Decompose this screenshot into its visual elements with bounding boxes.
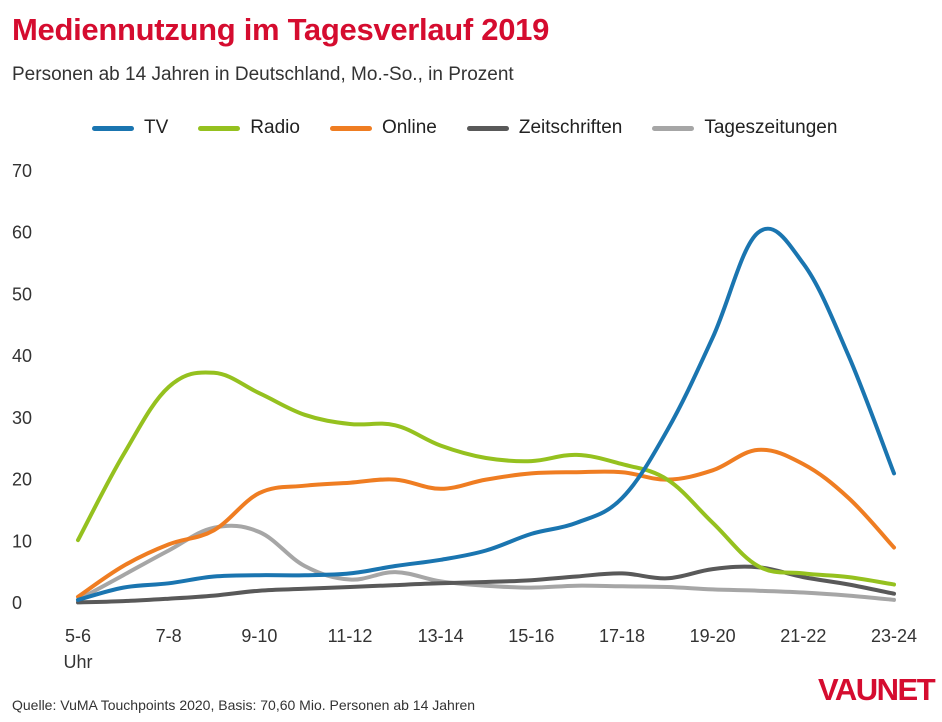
y-tick-label: 30 — [12, 408, 32, 428]
legend-item-zeitschriften: Zeitschriften — [466, 117, 623, 139]
x-tick-label: 7-8 — [156, 626, 182, 646]
chart-subtitle: Personen ab 14 Jahren in Deutschland, Mo… — [12, 64, 514, 85]
series-line-tv — [76, 226, 896, 602]
chart-title: Mediennutzung im Tagesverlauf 2019 — [12, 12, 550, 47]
series-line-radio — [76, 370, 896, 587]
chart-legend: TV Radio Online Zeitschriften Tageszeitu… — [92, 117, 837, 139]
vaunet-logo: VAUNET — [818, 672, 936, 707]
source-note: Quelle: VuMA Touchpoints 2020, Basis: 70… — [12, 697, 476, 713]
x-tick-label: 17-18 — [599, 626, 645, 646]
y-tick-label: 0 — [12, 593, 22, 613]
y-tick-label: 20 — [12, 470, 32, 490]
y-tick-label: 70 — [12, 161, 32, 181]
legend-swatch-zeitschriften — [466, 125, 509, 131]
x-tick-label: 23-24 — [871, 626, 917, 646]
legend-swatch-tageszeitungen — [652, 125, 695, 131]
x-tick-label: 5-6 — [65, 626, 91, 646]
legend-label-zeitschriften: Zeitschriften — [518, 117, 623, 138]
series-line-tageszeitungen — [76, 523, 896, 602]
series-line-online — [76, 447, 896, 599]
legend-swatch-online — [329, 125, 372, 131]
x-tick-label: 11-12 — [328, 626, 373, 646]
legend-label-radio: Radio — [250, 117, 300, 138]
legend-swatch-tv — [92, 125, 134, 131]
x-tick-label: 13-14 — [418, 626, 464, 646]
legend-swatch-radio — [198, 125, 241, 131]
legend-label-tv: TV — [144, 117, 169, 138]
y-tick-label: 40 — [12, 346, 32, 366]
x-tick-sublabel: Uhr — [63, 652, 92, 672]
legend-item-tageszeitungen: Tageszeitungen — [652, 117, 837, 139]
legend-item-online: Online — [329, 117, 437, 139]
y-tick-label: 10 — [12, 531, 32, 551]
x-tick-label: 21-22 — [780, 626, 826, 646]
legend-label-online: Online — [381, 117, 437, 138]
y-tick-label: 60 — [12, 223, 32, 243]
x-tick-label: 9-10 — [241, 626, 277, 646]
legend-item-tv: TV — [92, 117, 168, 139]
x-tick-label: 15-16 — [508, 626, 554, 646]
x-tick-label: 19-20 — [690, 626, 736, 646]
y-tick-label: 50 — [12, 284, 32, 304]
legend-label-tageszeitungen: Tageszeitungen — [704, 117, 838, 138]
legend-item-radio: Radio — [198, 117, 300, 139]
